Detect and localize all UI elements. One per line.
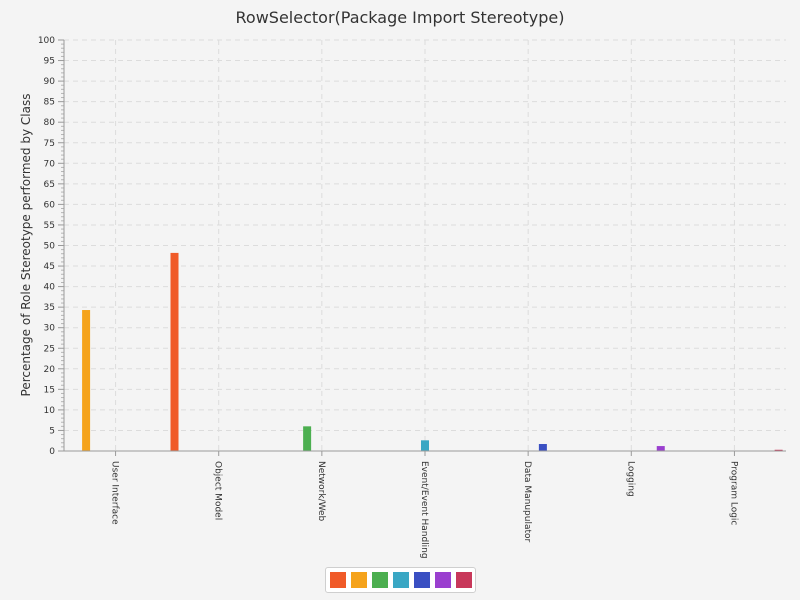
x-tick-label: Network/Web [316, 461, 326, 522]
bar [656, 446, 665, 451]
y-tick-label: 10 [44, 406, 56, 416]
x-tick-label: Event/Event Handling [419, 461, 429, 559]
axes [58, 39, 786, 456]
x-tick-label: Program Logic [728, 461, 738, 525]
y-tick-label: 60 [44, 200, 56, 210]
legend-swatch[interactable] [350, 572, 367, 588]
bar [82, 310, 91, 451]
x-tick-label: User Interface [110, 461, 120, 525]
y-tick-label: 35 [44, 303, 55, 313]
legend-swatch[interactable] [413, 572, 430, 588]
y-tick-label: 40 [44, 283, 56, 293]
bar [303, 426, 312, 451]
y-tick-label: 30 [44, 324, 56, 334]
legend-swatch[interactable] [329, 572, 346, 588]
y-tick-label: 85 [44, 98, 55, 108]
bar [538, 444, 547, 451]
y-tick-label: 20 [44, 365, 56, 375]
bar [170, 252, 179, 451]
bar [774, 449, 783, 451]
legend-swatch[interactable] [392, 572, 409, 588]
y-tick-label: 5 [49, 426, 55, 436]
y-tick-label: 55 [44, 221, 55, 231]
legend-swatch[interactable] [455, 572, 472, 588]
chart-title: RowSelector(Package Import Stereotype) [236, 8, 565, 27]
legend-swatch[interactable] [434, 572, 451, 588]
y-tick-label: 70 [44, 159, 56, 169]
x-tick-label: Data Manupulator [522, 461, 532, 543]
y-tick-label: 0 [49, 447, 55, 457]
bars [82, 252, 783, 451]
y-tick-label: 45 [44, 262, 55, 272]
y-tick-label: 50 [44, 242, 56, 252]
y-tick-label: 75 [44, 139, 55, 149]
bar [421, 440, 429, 451]
legend [325, 567, 476, 593]
y-ticks: 0 5 10 15 20 25 30 35 40 45 50 55 60 65 70 75 80 85 90 95 10… [38, 36, 55, 457]
x-tick-label: Logging [625, 461, 635, 497]
x-ticks: User Interface Object Model Network/Web Eve… [110, 461, 739, 559]
legend-swatch[interactable] [371, 572, 388, 588]
y-tick-label: 80 [44, 118, 56, 128]
y-tick-label: 65 [44, 180, 55, 190]
grid [64, 39, 786, 451]
y-tick-label: 25 [44, 344, 55, 354]
x-tick-label: Object Model [213, 461, 223, 520]
y-tick-label: 15 [44, 385, 55, 395]
y-tick-label: 90 [44, 77, 56, 87]
y-axis-label: Percentage of Role Stereotype performed … [19, 94, 33, 397]
y-tick-label: 100 [38, 36, 55, 46]
y-tick-label: 95 [44, 57, 55, 67]
